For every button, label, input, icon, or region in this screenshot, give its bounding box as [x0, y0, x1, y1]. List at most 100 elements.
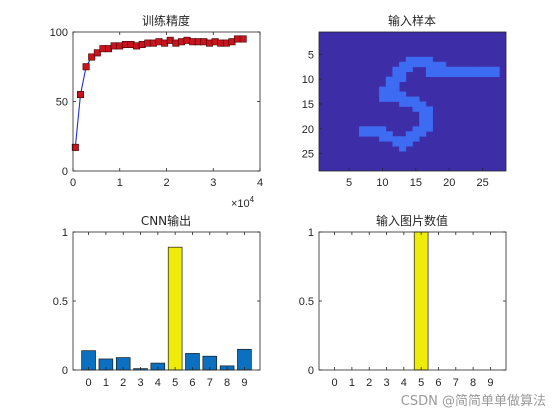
bright-pixel	[372, 126, 380, 132]
y-tick-label: 0.5	[53, 296, 68, 308]
x-tick-label: 1	[103, 377, 109, 389]
y-tick-label: 100	[50, 27, 68, 39]
x-tick-label: 1	[349, 377, 355, 389]
accuracy-point	[239, 35, 247, 43]
y-tick-label: 25	[302, 149, 314, 161]
bright-pixel	[419, 126, 427, 132]
training-accuracy-title: 训练精度	[142, 13, 190, 28]
bright-pixel	[419, 101, 427, 107]
input-value-panel: 输入图片数值 0 1 2 3 4 5 6 7 8 900.51	[299, 213, 507, 389]
bright-pixel	[359, 126, 367, 132]
bright-pixel	[385, 131, 393, 137]
y-tick-label: 0	[62, 166, 68, 178]
y-tick-label: 15	[302, 99, 314, 111]
bright-pixel	[419, 121, 427, 127]
x-tick-label: 10	[376, 177, 388, 189]
x-tick-label: 4	[401, 377, 407, 389]
bright-pixel	[405, 66, 413, 73]
bright-pixel	[405, 61, 413, 68]
bright-pixel	[425, 111, 433, 117]
input-value-bars	[413, 231, 429, 371]
bright-pixel	[412, 56, 420, 63]
bright-pixel	[445, 71, 453, 78]
bright-pixel	[385, 81, 393, 87]
bright-pixel	[412, 96, 420, 102]
bright-pixel	[385, 76, 393, 82]
bright-pixel	[425, 121, 433, 127]
bright-pixel	[439, 66, 447, 73]
x-tick-label: 20	[443, 177, 455, 189]
bright-pixel	[399, 66, 407, 73]
bright-pixel	[392, 96, 400, 102]
x-multiplier-label: ×104	[231, 195, 255, 210]
bright-pixel	[472, 71, 480, 78]
input-value-ticks: 0 1 2 3 4 5 6 7 8 900.51	[299, 227, 506, 389]
bright-pixel	[379, 136, 387, 142]
cnn-output-panel: CNN输出 0 1 2 3 4 5 6 7 8 900.51	[53, 213, 261, 389]
x-tick-label: 0	[332, 377, 338, 389]
bright-pixel	[425, 66, 433, 73]
bright-pixel	[452, 71, 460, 78]
bright-pixel	[465, 66, 473, 73]
x-tick-label: 8	[224, 377, 230, 389]
bright-pixel	[419, 106, 427, 112]
bar	[167, 246, 183, 371]
bright-pixel	[379, 86, 387, 92]
x-tick-label: 4	[257, 177, 263, 189]
bright-pixel	[412, 61, 420, 68]
bright-pixel	[399, 101, 407, 107]
x-tick-label: 2	[163, 177, 169, 189]
x-multiplier-exponent: 4	[250, 195, 255, 204]
bright-pixel	[445, 66, 453, 73]
x-tick-label: 5	[172, 377, 178, 389]
bright-pixel	[465, 71, 473, 78]
training-accuracy-plot-area	[73, 32, 260, 171]
input-sample-panel: 输入样本 5 10 15 20 25 5 10 15 20 25	[302, 13, 507, 189]
x-tick-label: 2	[366, 377, 372, 389]
bright-pixel	[392, 71, 400, 78]
input-value-axes-box	[318, 231, 507, 371]
y-tick-label: 50	[56, 97, 68, 109]
bright-pixel	[405, 101, 413, 107]
bright-pixel	[365, 126, 373, 132]
y-tick-label: 1	[308, 227, 314, 239]
x-tick-label: 9	[487, 377, 493, 389]
bright-pixel	[392, 86, 400, 92]
y-tick-label: 20	[302, 124, 314, 136]
bright-pixel	[439, 61, 447, 68]
bright-pixel	[412, 136, 420, 142]
bright-pixel	[385, 96, 393, 102]
bright-pixel	[425, 106, 433, 112]
bright-pixel	[372, 131, 380, 137]
y-tick-label: 0.5	[299, 296, 314, 308]
x-tick-label: 3	[383, 377, 389, 389]
bright-pixel	[419, 131, 427, 137]
bright-pixel	[405, 141, 413, 147]
bright-pixel	[459, 71, 467, 78]
input-sample-title: 输入样本	[388, 13, 436, 28]
bright-pixel	[412, 101, 420, 107]
y-tick-label: 1	[62, 227, 68, 239]
training-accuracy-series	[71, 35, 247, 151]
x-tick-label: 15	[410, 177, 422, 189]
bar	[237, 348, 252, 371]
bright-pixel	[399, 146, 407, 152]
bright-pixel	[419, 116, 427, 122]
input-sample-ticks: 5 10 15 20 25 5 10 15 20 25	[302, 49, 489, 189]
x-tick-label: 8	[470, 377, 476, 389]
x-tick-label: 7	[453, 377, 459, 389]
y-tick-label: 10	[302, 74, 314, 86]
bright-pixel	[419, 111, 427, 117]
training-accuracy-axes-box	[72, 31, 261, 172]
x-tick-label: 25	[477, 177, 489, 189]
bar	[413, 231, 429, 371]
y-tick-label: 5	[308, 49, 314, 61]
x-tick-label: 6	[189, 377, 195, 389]
bright-pixel	[365, 131, 373, 137]
accuracy-point	[76, 91, 84, 99]
bright-pixel	[485, 71, 493, 78]
bright-pixel	[419, 56, 427, 63]
bright-pixel	[405, 96, 413, 102]
bright-pixel	[425, 71, 433, 78]
